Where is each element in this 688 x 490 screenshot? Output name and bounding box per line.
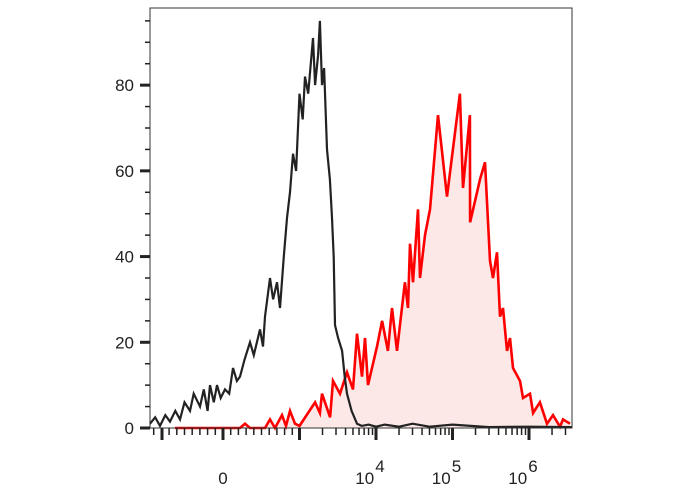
x-tick-label-exponent: 6 — [528, 457, 537, 476]
series-1-fill — [175, 93, 570, 428]
x-tick-label: 105 — [432, 457, 461, 488]
y-tick-label: 40 — [115, 248, 134, 267]
x-tick-label: 104 — [355, 457, 384, 488]
y-tick-label: 0 — [125, 419, 134, 438]
y-tick-label: 20 — [115, 333, 134, 352]
x-tick-label: 0 — [218, 469, 227, 488]
x-tick-label-base: 0 — [218, 469, 227, 488]
x-tick-label: 106 — [508, 457, 537, 488]
x-tick-label-base: 10 — [432, 469, 451, 488]
series-layer — [149, 20, 572, 431]
y-tick-label: 60 — [115, 162, 134, 181]
x-tick-label-exponent: 4 — [375, 457, 384, 476]
x-tick-label-base: 10 — [508, 469, 527, 488]
plot-frame — [149, 7, 573, 429]
series-0-line — [149, 20, 572, 429]
x-tick-label-exponent: 5 — [452, 457, 461, 476]
series-1-line — [175, 93, 571, 431]
y-tick-label: 80 — [115, 76, 134, 95]
y-axis: 0 20 40 60 80 — [115, 20, 150, 438]
x-tick-label-base: 10 — [355, 469, 374, 488]
